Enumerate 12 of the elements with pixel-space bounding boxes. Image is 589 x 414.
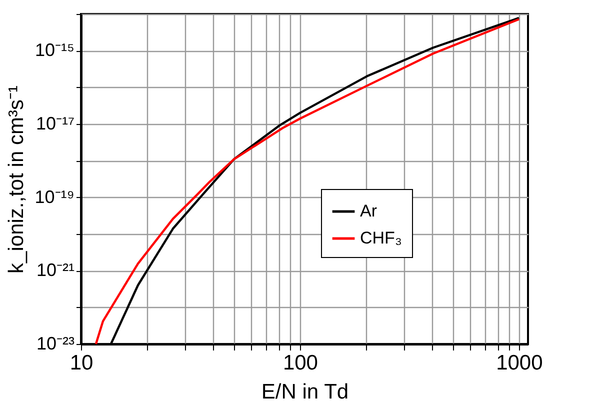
y-tick-label: 10⁻¹⁷ <box>36 114 74 134</box>
y-axis-title: k_ioniz.,tot in cm³s⁻¹ <box>4 86 28 274</box>
x-tick-label: 10 <box>70 352 94 374</box>
y-tick-label: 10⁻¹⁹ <box>34 186 74 207</box>
x-tick-label: 1000 <box>496 352 543 374</box>
x-tick-label: 100 <box>282 352 318 374</box>
legend-label: Ar <box>360 202 378 220</box>
y-tick-label: 10⁻¹⁵ <box>35 40 74 60</box>
y-tick-label: 10⁻²¹ <box>36 260 74 280</box>
y-tick-label: 10⁻²³ <box>36 334 74 354</box>
x-axis-title: E/N in Td <box>261 380 349 404</box>
legend-label: CHF₃ <box>360 228 402 248</box>
